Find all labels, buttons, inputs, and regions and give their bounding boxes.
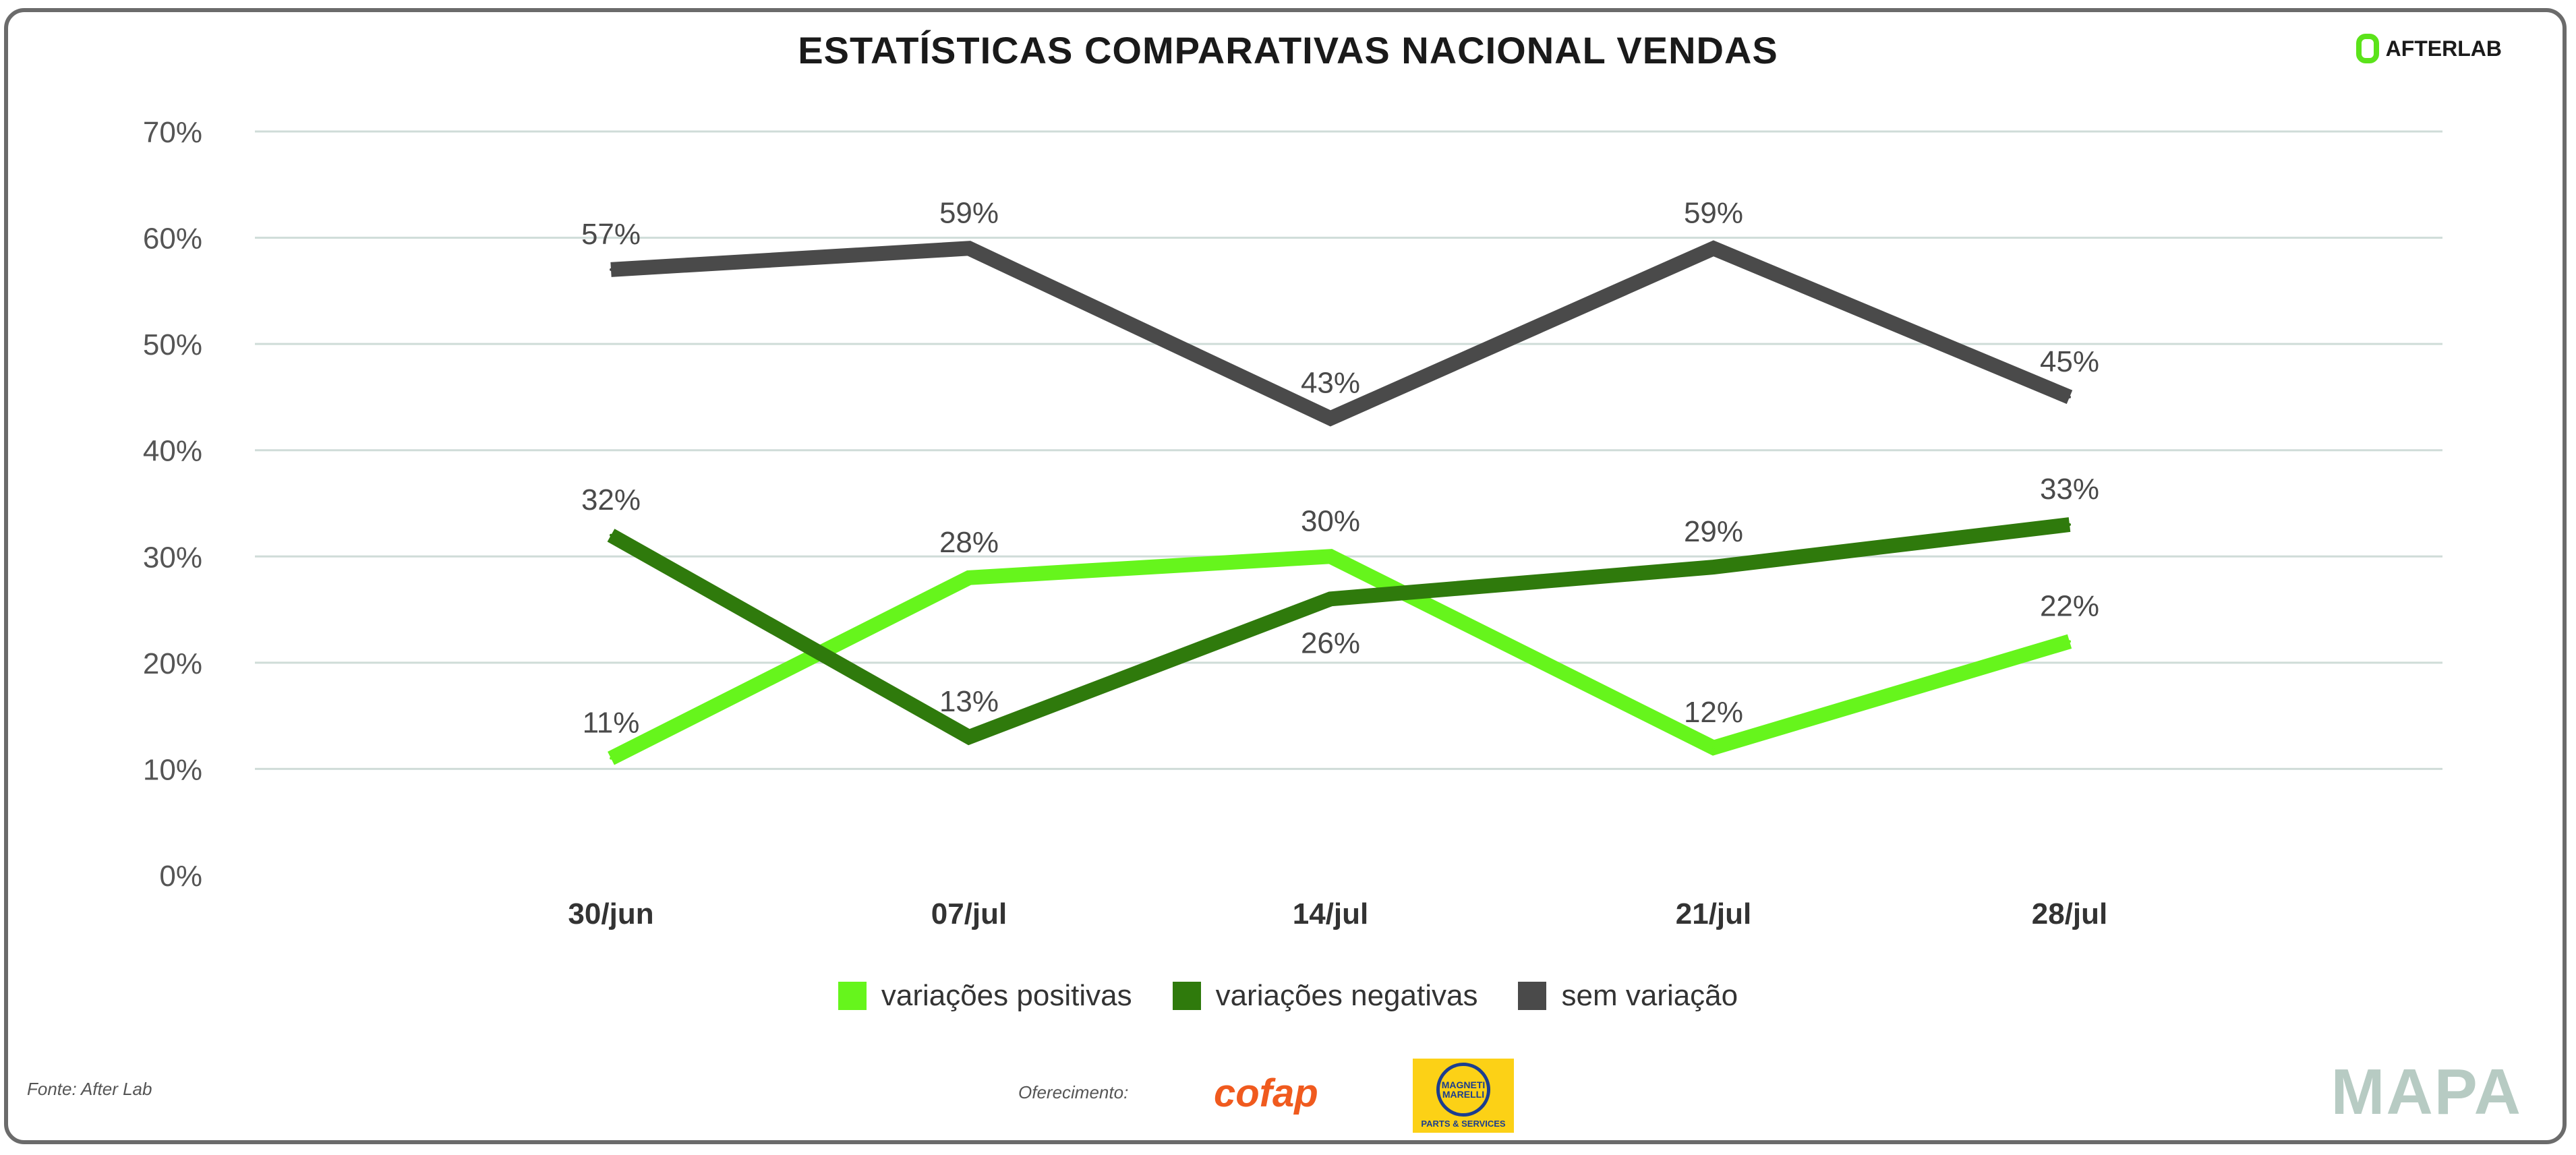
data-point: [1712, 566, 1715, 569]
afterlab-logo-text: AFTERLAB: [2385, 36, 2502, 61]
data-point: [2068, 640, 2071, 643]
y-tick-label: 20%: [143, 647, 202, 680]
x-tick-label: 21/jul: [1676, 897, 1752, 930]
data-label: 43%: [1301, 366, 1360, 399]
afterlab-logo-icon: [2355, 34, 2379, 63]
y-tick-label: 60%: [143, 223, 202, 256]
legend-swatch: [838, 982, 867, 1010]
cofap-logo: cofap: [1214, 1071, 1318, 1115]
x-tick-label: 14/jul: [1293, 897, 1369, 930]
legend-item-sem-variacao: sem variação: [1518, 979, 1738, 1013]
data-label: 59%: [939, 196, 999, 229]
legend-item-positivas: variações positivas: [838, 979, 1132, 1013]
y-tick-label: 40%: [143, 435, 202, 468]
magneti-marelli-text: MAGNETI MARELLI: [1436, 1063, 1490, 1117]
mapa-logo: MAPA: [2331, 1056, 2522, 1128]
data-label: 33%: [2040, 473, 2099, 506]
data-point: [1329, 417, 1332, 420]
data-label: 30%: [1301, 504, 1360, 537]
data-point: [610, 268, 612, 271]
data-label: 29%: [1684, 515, 1743, 548]
data-point: [1712, 247, 1715, 250]
x-tick-label: 30/jun: [568, 897, 653, 930]
offer-label: Oferecimento:: [1018, 1082, 1129, 1102]
legend-label: variações positivas: [881, 979, 1132, 1012]
legend-label: variações negativas: [1215, 979, 1478, 1012]
data-label: 59%: [1684, 196, 1743, 229]
data-point: [968, 247, 970, 250]
data-point: [610, 757, 612, 760]
data-point: [2068, 523, 2071, 527]
data-label: 11%: [583, 707, 640, 740]
x-tick-label: 28/jul: [2032, 897, 2108, 930]
legend-item-negativas: variações negativas: [1172, 979, 1478, 1013]
data-label: 57%: [581, 218, 641, 251]
data-point: [968, 576, 970, 579]
chart-title: ESTATÍSTICAS COMPARATIVAS NACIONAL VENDA…: [798, 29, 1778, 71]
data-label: 45%: [2040, 345, 2099, 378]
data-point: [1712, 746, 1715, 749]
data-label: 26%: [1301, 626, 1360, 659]
data-label: 22%: [2040, 589, 2099, 622]
y-tick-label: 50%: [143, 328, 202, 361]
data-label: 13%: [939, 685, 999, 718]
y-tick-label: 30%: [143, 541, 202, 574]
data-point: [610, 533, 612, 537]
legend-label: sem variação: [1561, 979, 1738, 1012]
afterlab-logo: AFTERLAB: [2355, 34, 2502, 63]
data-point: [2068, 395, 2071, 398]
legend-swatch: [1172, 982, 1201, 1010]
legend: variações positivas variações negativas …: [0, 979, 2576, 1013]
data-point: [1329, 555, 1332, 558]
source-note: Fonte: After Lab: [27, 1079, 152, 1099]
data-label: 32%: [581, 483, 641, 516]
data-label: 12%: [1684, 696, 1743, 729]
magneti-marelli-logo: MAGNETI MARELLI PARTS & SERVICES: [1413, 1059, 1514, 1133]
y-tick-label: 0%: [159, 860, 202, 893]
y-tick-label: 10%: [143, 753, 202, 786]
magneti-marelli-sub: PARTS & SERVICES: [1421, 1119, 1506, 1129]
data-point: [968, 736, 970, 739]
data-point: [1329, 597, 1332, 601]
x-tick-label: 07/jul: [931, 897, 1007, 930]
chart-frame: [4, 8, 2567, 1144]
legend-swatch: [1518, 982, 1547, 1010]
y-tick-label: 70%: [143, 116, 202, 149]
data-label: 28%: [939, 526, 999, 559]
